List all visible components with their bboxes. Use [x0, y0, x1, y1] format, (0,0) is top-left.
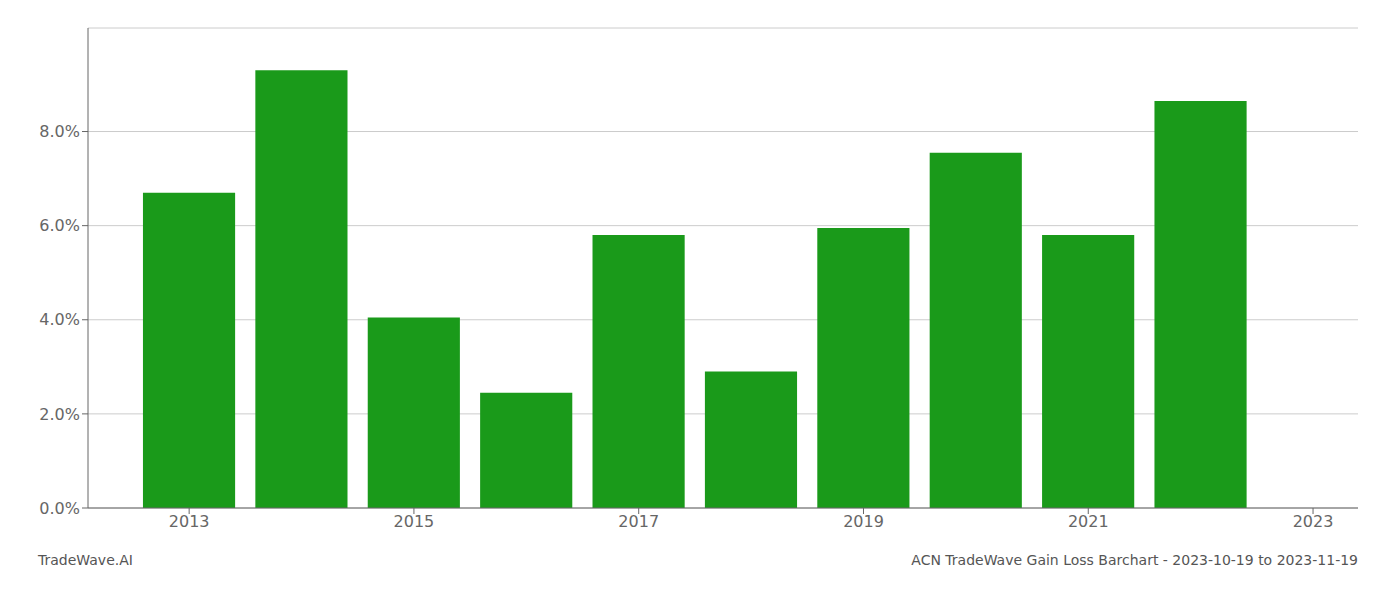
svg-text:2013: 2013 — [169, 512, 210, 531]
svg-text:4.0%: 4.0% — [39, 310, 80, 329]
svg-text:2023: 2023 — [1293, 512, 1334, 531]
svg-text:0.0%: 0.0% — [39, 499, 80, 518]
svg-text:2017: 2017 — [618, 512, 659, 531]
html-text:ACN TradeWave Gain Loss Barcha: ACN TradeWave Gain Loss Barchart - 2023-… — [911, 552, 1358, 568]
svg-text:2021: 2021 — [1068, 512, 1109, 531]
svg-text:2015: 2015 — [394, 512, 435, 531]
svg-text:6.0%: 6.0% — [39, 216, 80, 235]
svg-text:8.0%: 8.0% — [39, 122, 80, 141]
svg-text:2019: 2019 — [843, 512, 884, 531]
svg-text:2.0%: 2.0% — [39, 405, 80, 424]
html-text:TradeWave.AI: TradeWave.AI — [38, 552, 133, 568]
